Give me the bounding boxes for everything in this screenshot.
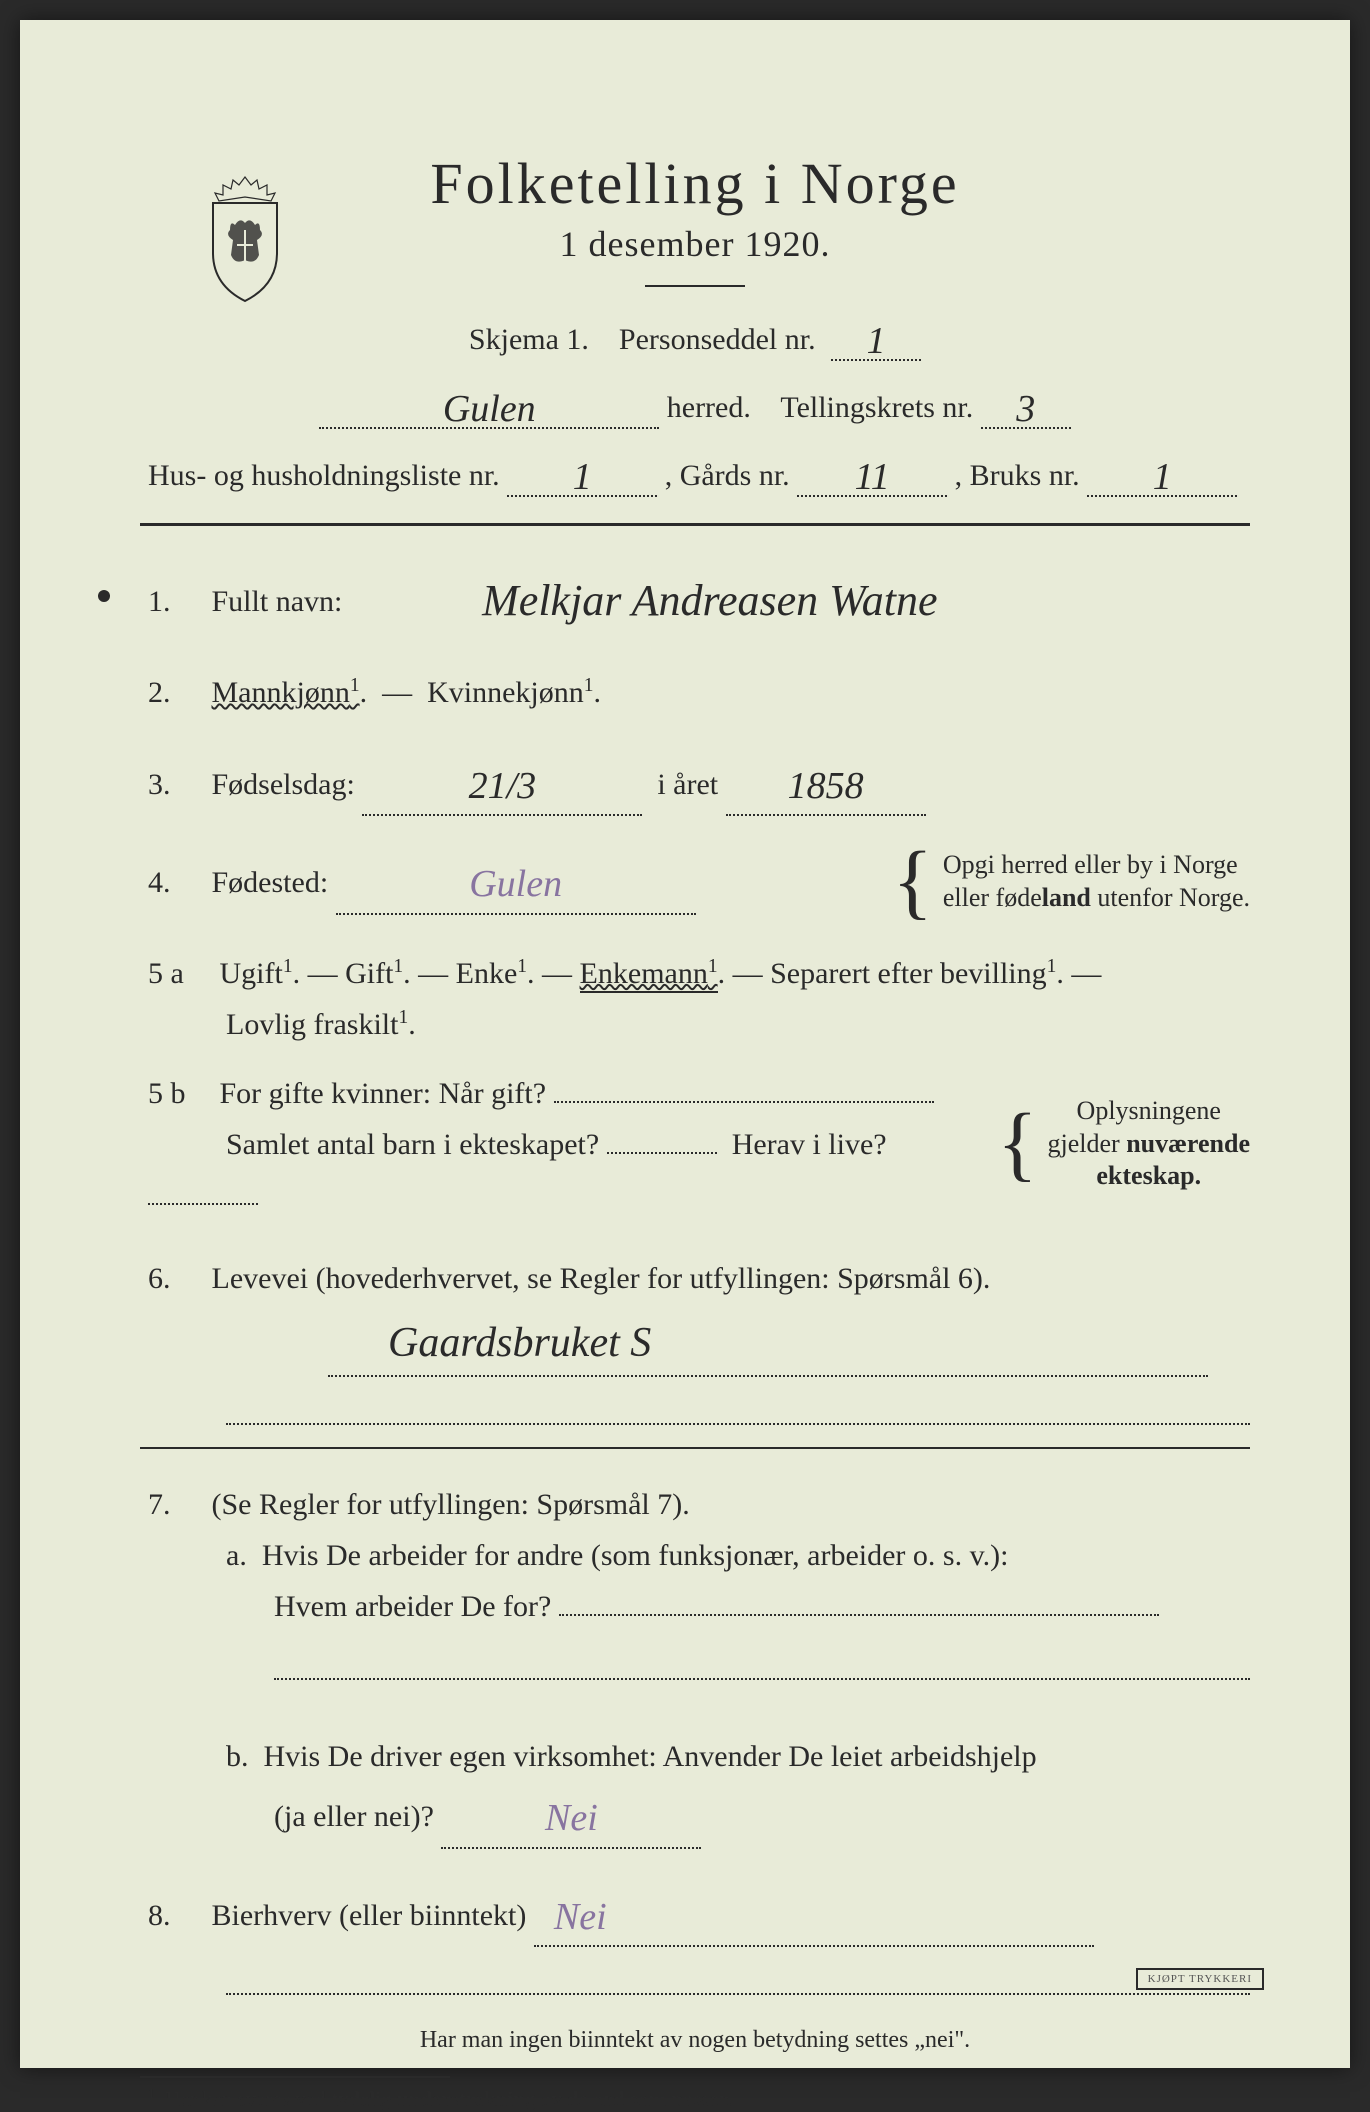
q7-num: 7. xyxy=(148,1479,204,1530)
header: Folketelling i Norge 1 desember 1920. xyxy=(140,150,1250,287)
q7b-line1: Hvis De driver egen virksomhet: Anvender… xyxy=(264,1740,1037,1773)
personseddel-label: Personseddel nr. xyxy=(619,323,816,356)
q5b-barn-value xyxy=(607,1152,717,1154)
q6-blank-line xyxy=(226,1389,1250,1425)
q1-num: 1. xyxy=(148,576,204,627)
section-divider-mid xyxy=(140,1447,1250,1449)
husliste-label: Hus- og husholdningsliste nr. xyxy=(148,459,500,492)
q7-label: (Se Regler for utfyllingen: Spørsmål 7). xyxy=(212,1488,690,1521)
q5b-line1: For gifte kvinner: Når gift? xyxy=(220,1077,547,1110)
q5a-enkemann: Enkemann1 xyxy=(580,957,718,993)
q4-value: Gulen xyxy=(336,848,696,915)
q6-value: Gaardsbruket S xyxy=(388,1320,651,1366)
census-form-page: Folketelling i Norge 1 desember 1920. Sk… xyxy=(20,20,1350,2068)
footnote: 1 Her kan svares ved tydelig understrekn… xyxy=(140,2086,1250,2112)
skjema-label: Skjema 1. xyxy=(469,323,589,356)
q5b-num: 5 b xyxy=(148,1068,212,1119)
q5a-enke: Enke1 xyxy=(456,957,527,990)
question-2: 2. Mannkjønn1. — Kvinnekjønn1. xyxy=(140,667,1250,718)
q4-num: 4. xyxy=(148,857,204,908)
question-5a: 5 a Ugift1. — Gift1. — Enke1. — Enkemann… xyxy=(140,948,1250,1050)
question-8: 8. Bierhverv (eller biinntekt) Nei xyxy=(140,1881,1250,1996)
q7b-value: Nei xyxy=(441,1782,701,1849)
q7a-blank-line xyxy=(274,1644,1250,1680)
question-4: 4. Fødested: Gulen { Opgi herred eller b… xyxy=(140,848,1250,915)
q7a-value xyxy=(559,1614,1159,1616)
husliste-nr: 1 xyxy=(507,451,657,497)
main-title: Folketelling i Norge xyxy=(140,150,1250,217)
date-subtitle: 1 desember 1920. xyxy=(140,223,1250,265)
q7b-num: b. xyxy=(148,1740,249,1773)
q2-mann: Mannkjønn1 xyxy=(212,676,360,709)
bruks-label: , Bruks nr. xyxy=(955,459,1080,492)
brace-icon: { xyxy=(893,848,933,915)
q1-value: Melkjar Andreasen Watne xyxy=(350,560,1070,635)
q6-label: Levevei (hovederhvervet, se Regler for u… xyxy=(212,1262,991,1295)
gards-label: , Gårds nr. xyxy=(665,459,790,492)
q7a-line1: Hvis De arbeider for andre (som funksjon… xyxy=(262,1539,1009,1572)
q5b-live-value xyxy=(148,1203,258,1205)
q3-label: Fødselsdag: xyxy=(212,768,355,801)
herred-name: Gulen xyxy=(319,383,659,429)
question-1: 1. Fullt navn: Melkjar Andreasen Watne xyxy=(140,560,1250,635)
gards-nr: 11 xyxy=(797,451,947,497)
q7a-num: a. xyxy=(148,1539,247,1572)
question-3: 3. Fødselsdag: 21/3 i året 1858 xyxy=(140,750,1250,817)
q8-blank-line xyxy=(226,1959,1250,1995)
q4-label: Fødested: xyxy=(212,866,329,899)
q3-year: 1858 xyxy=(726,750,926,817)
q5b-line2b: Herav i live? xyxy=(732,1128,887,1161)
hus-line: Hus- og husholdningsliste nr. 1 , Gårds … xyxy=(140,451,1250,497)
q5a-num: 5 a xyxy=(148,948,212,999)
q3-num: 3. xyxy=(148,759,204,810)
brace-icon: { xyxy=(997,1110,1037,1177)
q6-num: 6. xyxy=(148,1253,204,1304)
q5a-ugift: Ugift1 xyxy=(220,957,293,990)
q5a-lovlig: Lovlig fraskilt1. xyxy=(148,1008,416,1041)
paper-hole xyxy=(98,590,110,602)
tellingskrets-label: Tellingskrets nr. xyxy=(780,391,973,424)
herred-line: Gulen herred. Tellingskrets nr. 3 xyxy=(140,383,1250,429)
printer-stamp: KJØPT TRYKKERI xyxy=(1136,1968,1264,1990)
skjema-line: Skjema 1. Personseddel nr. 1 xyxy=(140,315,1250,361)
question-7: 7. (Se Regler for utfyllingen: Spørsmål … xyxy=(140,1479,1250,1849)
section-divider-top xyxy=(140,523,1250,526)
q1-label: Fullt navn: xyxy=(212,585,343,618)
q5b-gift-value xyxy=(554,1101,934,1103)
q8-label: Bierhverv (eller biinntekt) xyxy=(212,1899,527,1932)
footnote-rule xyxy=(140,2076,450,2078)
q6-value-line: Gaardsbruket S xyxy=(148,1304,1250,1377)
coat-of-arms-svg xyxy=(195,175,295,305)
q5b-line2a: Samlet antal barn i ekteskapet? xyxy=(148,1128,599,1161)
q7b-line2: (ja eller nei)? xyxy=(148,1800,434,1833)
q4-note: { Opgi herred eller by i Norge eller fød… xyxy=(893,848,1250,915)
bruks-nr: 1 xyxy=(1087,451,1237,497)
q2-num: 2. xyxy=(148,667,204,718)
q5a-separert: Separert efter bevilling1 xyxy=(770,957,1056,990)
personseddel-nr: 1 xyxy=(831,315,921,361)
coat-of-arms-icon xyxy=(195,175,295,305)
q8-value: Nei xyxy=(534,1881,1094,1948)
q7a-line2: Hvem arbeider De for? xyxy=(148,1590,551,1623)
question-6: 6. Levevei (hovederhvervet, se Regler fo… xyxy=(140,1253,1250,1425)
q2-kvinne: Kvinnekjønn1 xyxy=(427,676,593,709)
tellingskrets-nr: 3 xyxy=(981,383,1071,429)
q5b-note: { Oplysningene gjelder nuværende ekteska… xyxy=(997,1095,1250,1193)
footer-note: Har man ingen biinntekt av nogen betydni… xyxy=(140,2027,1250,2054)
q8-num: 8. xyxy=(148,1890,204,1941)
question-5b: 5 b For gifte kvinner: Når gift? Samlet … xyxy=(140,1068,1250,1221)
q5a-gift: Gift1 xyxy=(345,957,403,990)
q3-day: 21/3 xyxy=(362,750,642,817)
q3-mid: i året xyxy=(657,768,718,801)
title-divider xyxy=(645,285,745,287)
herred-label: herred. xyxy=(667,391,751,424)
